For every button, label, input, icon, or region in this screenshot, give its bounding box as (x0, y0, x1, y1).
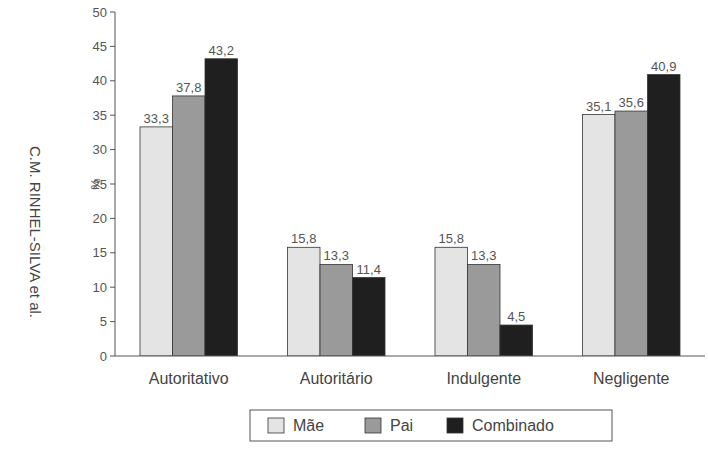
y-tick-label: 15 (93, 245, 107, 260)
bar (500, 325, 533, 356)
y-tick (110, 12, 115, 13)
data-label: 37,8 (176, 80, 201, 95)
data-label: 11,4 (357, 262, 381, 277)
data-labels: 33,3 15,8 15,8 35,1 37,8 13,3 13,3 35,6 43,2 11,4… (144, 43, 677, 324)
legend-swatch (268, 418, 284, 433)
data-label: 35,1 (586, 99, 611, 114)
data-label: 13,3 (471, 248, 496, 263)
bar (615, 111, 648, 356)
page: {"chart_data": { "type": "bar", "categor… (0, 0, 708, 460)
bar (583, 115, 616, 356)
bar (435, 247, 468, 356)
y-tick (110, 321, 115, 322)
data-label: 4,5 (507, 309, 525, 324)
y-tick-label: 20 (93, 211, 107, 226)
annotation: C.M. RINHEL-SILVA et al. (27, 146, 44, 318)
y-tick (110, 80, 115, 81)
x-tick-label: Autoritário (300, 370, 373, 387)
legend-swatch (447, 418, 463, 433)
y-axis-label: % (88, 178, 103, 190)
legend-label: Mãe (293, 417, 324, 434)
data-label: 43,2 (209, 43, 234, 58)
bar (353, 278, 386, 356)
y-tick (110, 252, 115, 253)
data-label: 15,8 (291, 231, 316, 246)
y-tick (110, 287, 115, 288)
bar (205, 59, 238, 356)
legend-box (250, 410, 612, 441)
x-tick-label: Indulgente (446, 370, 521, 387)
y-tick (110, 218, 115, 219)
legend: Mãe Pai Combinado (250, 410, 612, 441)
bar (140, 127, 173, 356)
bars (140, 59, 680, 356)
y-tick-label: 30 (93, 142, 107, 157)
chart: 33,3 15,8 15,8 35,1 37,8 13,3 13,3 35,6 43,2 11,4… (0, 0, 708, 460)
x-axis: Autoritativo Autoritário Indulgente Neglige… (115, 356, 705, 387)
y-tick (110, 184, 115, 185)
data-label: 40,9 (651, 59, 676, 74)
data-label: 15,8 (439, 231, 464, 246)
bar (468, 264, 501, 356)
bar (648, 75, 681, 356)
y-tick (110, 149, 115, 150)
legend-label: Pai (390, 417, 413, 434)
legend-swatch (365, 418, 381, 433)
bar (173, 96, 206, 356)
bar (320, 264, 353, 356)
y-tick-label: 5 (100, 314, 107, 329)
y-tick (110, 115, 115, 116)
y-tick-label: 10 (93, 280, 107, 295)
y-tick-label: 40 (93, 73, 107, 88)
data-label: 33,3 (144, 111, 169, 126)
x-tick-label: Autoritativo (149, 370, 229, 387)
data-label: 35,6 (619, 95, 644, 110)
bar (288, 247, 321, 356)
y-tick (110, 356, 115, 357)
x-tick-label: Negligente (593, 370, 670, 387)
y-tick-label: 35 (93, 108, 107, 123)
y-tick-label: 50 (93, 5, 107, 20)
y-tick-label: 0 (100, 349, 107, 364)
data-label: 13,3 (324, 248, 349, 263)
legend-label: Combinado (472, 417, 554, 434)
x-axis-line (115, 356, 705, 357)
y-tick (110, 46, 115, 47)
y-tick-label: 45 (93, 39, 107, 54)
